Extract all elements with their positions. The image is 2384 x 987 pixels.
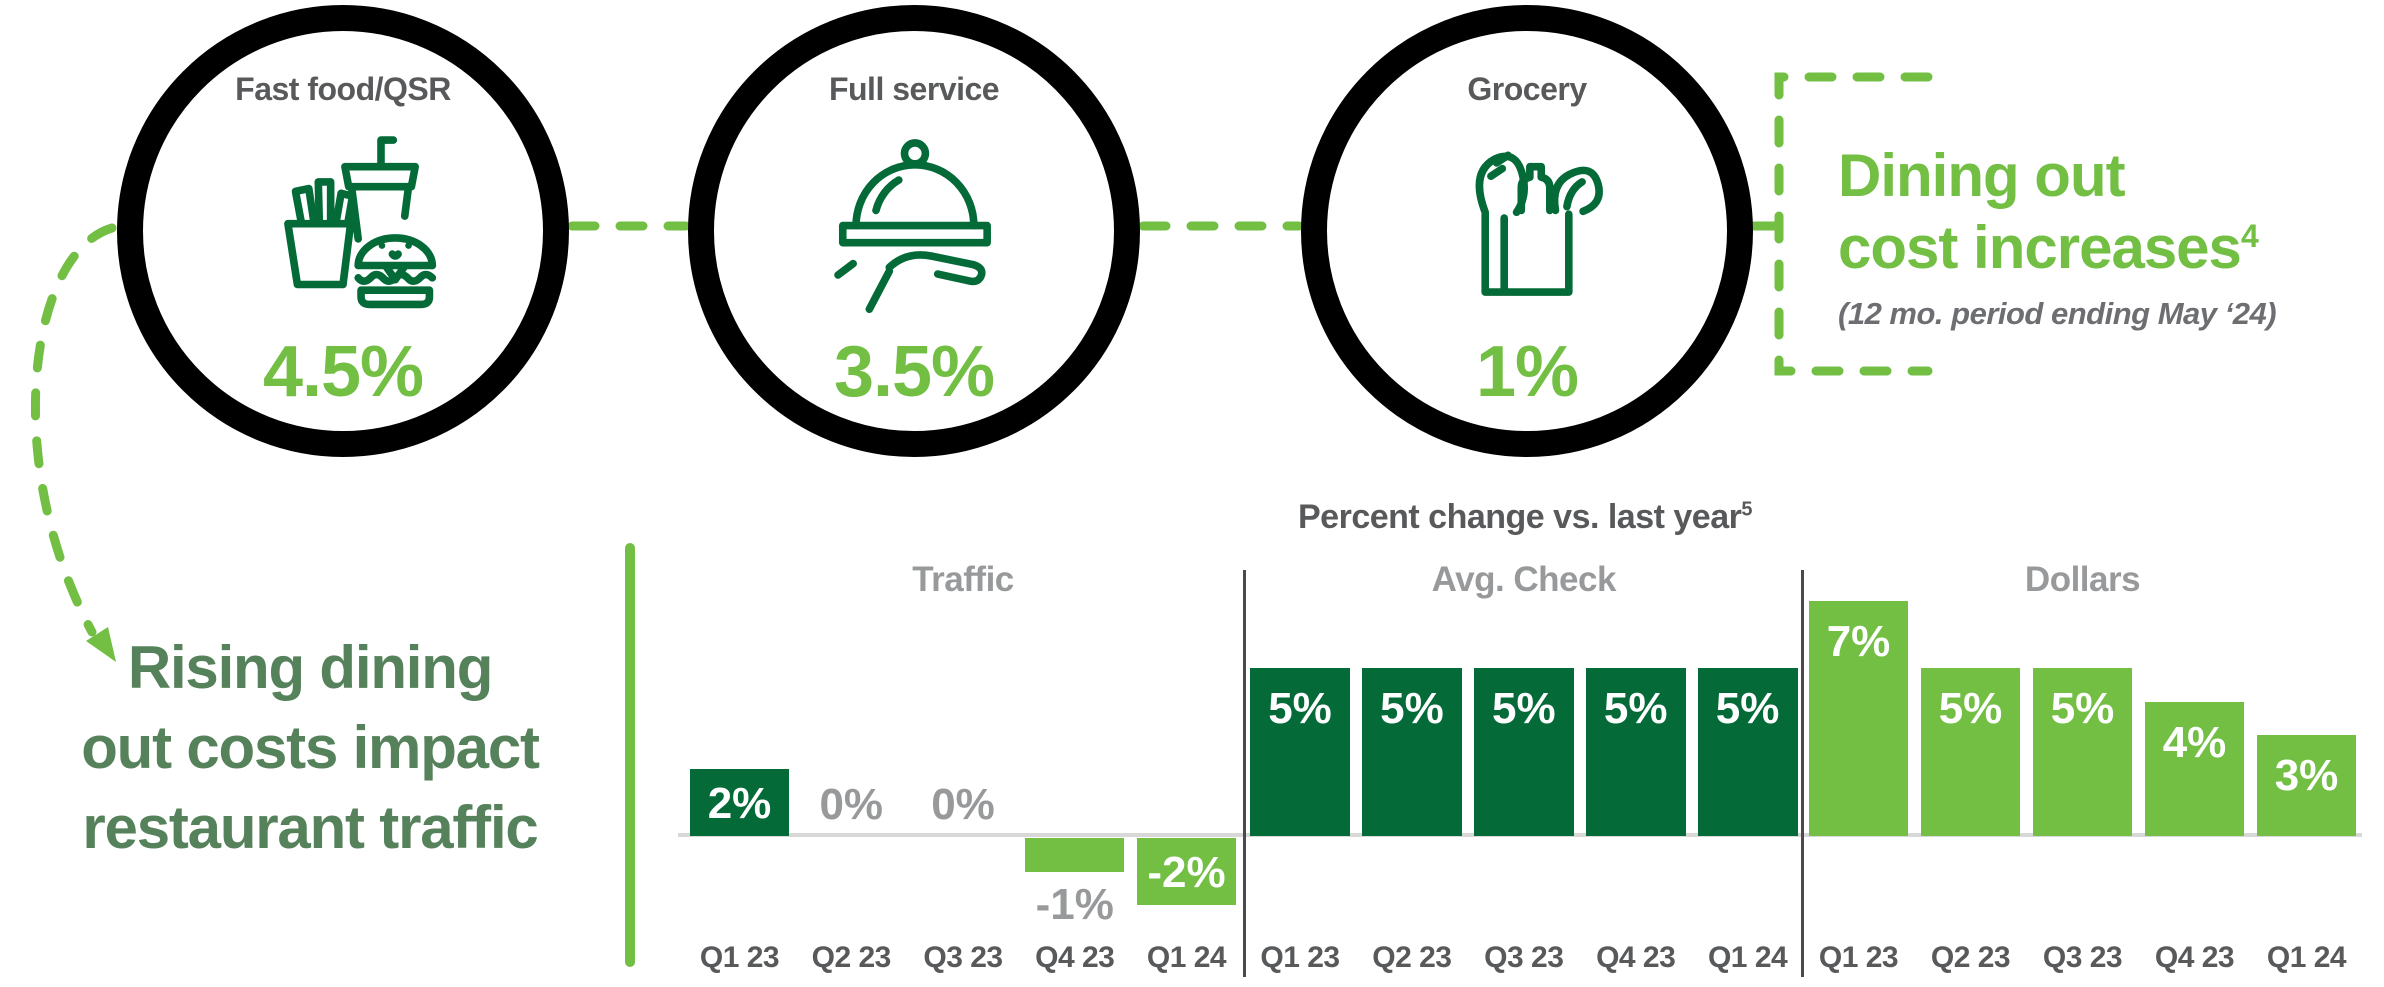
circle-value: 4.5%: [262, 332, 424, 412]
bar-value-label: 5%: [1715, 684, 1780, 733]
bar: [1921, 668, 2020, 836]
section-divider-1: [1243, 570, 1246, 977]
callout-subtitle: (12 mo. period ending May ‘24): [1838, 296, 2277, 331]
bar: [690, 768, 789, 836]
x-axis-label: Q2 23: [811, 941, 892, 974]
bar-value-label: 3%: [2274, 751, 2339, 801]
x-axis-label: Q1 24: [1707, 941, 1788, 974]
bar: [1025, 838, 1125, 872]
headline-line1: Rising dining: [127, 634, 494, 701]
headline-line2: out costs impact: [81, 714, 540, 781]
circle-value: 3.5%: [833, 332, 995, 412]
callout-line2: cost increases: [1838, 214, 2242, 281]
x-axis-label: Q3 23: [923, 941, 1003, 974]
bar: [1585, 668, 1686, 836]
x-axis-label: Q1 23: [1818, 941, 1899, 974]
bar: [1809, 600, 1908, 836]
bar: [1250, 668, 1350, 836]
circle-value: 1%: [1475, 332, 1579, 412]
circle-label: Fast food/QSR: [235, 71, 451, 107]
bar-value-label: 5%: [1492, 684, 1556, 733]
bar-value-label: 7%: [1826, 616, 1891, 666]
bar-value-label: 5%: [1603, 684, 1668, 733]
chart-title: Percent change vs. last year5: [1225, 498, 1825, 537]
fast-food-icon: [238, 123, 448, 313]
chart-title-footnote: 5: [1741, 498, 1752, 521]
x-axis-label: Q2 23: [1372, 941, 1452, 974]
x-axis-label: Q3 23: [2042, 941, 2123, 974]
section-divider-2: [1801, 570, 1804, 977]
bar-value-label: 5%: [2050, 684, 2115, 733]
bar: [1137, 838, 1236, 906]
x-axis-label: Q2 23: [1930, 941, 2011, 974]
callout-footnote: 4: [2240, 218, 2259, 254]
section-label-dollars: Dollars: [2024, 560, 2141, 599]
arrowhead-icon: [86, 627, 116, 662]
x-axis-label: Q3 23: [1484, 941, 1564, 974]
bar: [2257, 735, 2356, 836]
x-axis-label: Q4 23: [1596, 941, 1676, 974]
bar: [1697, 668, 1798, 836]
bar: [1361, 668, 1462, 836]
bar-value-label: 4%: [2162, 717, 2227, 767]
grocery-bag-icon: [1422, 123, 1632, 313]
circle-badge-fast-food: Fast food/QSR 4.5%: [117, 5, 569, 457]
cloche-hand-icon: [809, 123, 1019, 313]
bar-value-label: 2%: [707, 778, 772, 828]
x-axis-label: Q1 24: [1146, 941, 1227, 974]
bar-value-label: 0%: [819, 780, 884, 829]
circle-label: Full service: [828, 71, 1000, 107]
callout-title: Dining out cost increases4: [1838, 140, 2358, 284]
x-axis-label: Q4 23: [2154, 941, 2235, 974]
curved-dashed-arrow: [30, 223, 117, 637]
bar: [2033, 668, 2132, 836]
bar-value-label: 5%: [1938, 684, 2003, 733]
section-label-avg-check: Avg. Check: [1431, 560, 1617, 599]
headline-line3: restaurant traffic: [82, 794, 538, 861]
dashed-bracket: [1774, 72, 1933, 376]
headline: Rising dining out costs impact restauran…: [25, 628, 595, 868]
x-axis-label: Q1 24: [2266, 941, 2347, 974]
circle-badge-grocery: Grocery 1%: [1301, 5, 1753, 457]
chart-accent-line: [625, 543, 635, 967]
circle-label: Grocery: [1467, 71, 1587, 107]
section-label-traffic: Traffic: [912, 560, 1014, 599]
bar-value-label: -1%: [1035, 879, 1114, 929]
circle-badge-full-service: Full service 3.5%: [688, 5, 1140, 457]
x-axis-label: Q4 23: [1035, 941, 1115, 974]
bar-value-label: 5%: [1268, 684, 1332, 733]
bar: [1473, 668, 1574, 836]
bar: [2145, 701, 2244, 836]
chart-title-text: Percent change vs. last year: [1298, 498, 1742, 536]
x-axis-label: Q1 23: [1260, 941, 1340, 974]
bar-value-label: 5%: [1380, 684, 1444, 733]
bar-value-label: -2%: [1147, 848, 1226, 897]
x-axis-label: Q1 23: [699, 941, 780, 974]
callout-line1: Dining out: [1838, 142, 2126, 209]
bar-value-label: 0%: [931, 780, 995, 829]
